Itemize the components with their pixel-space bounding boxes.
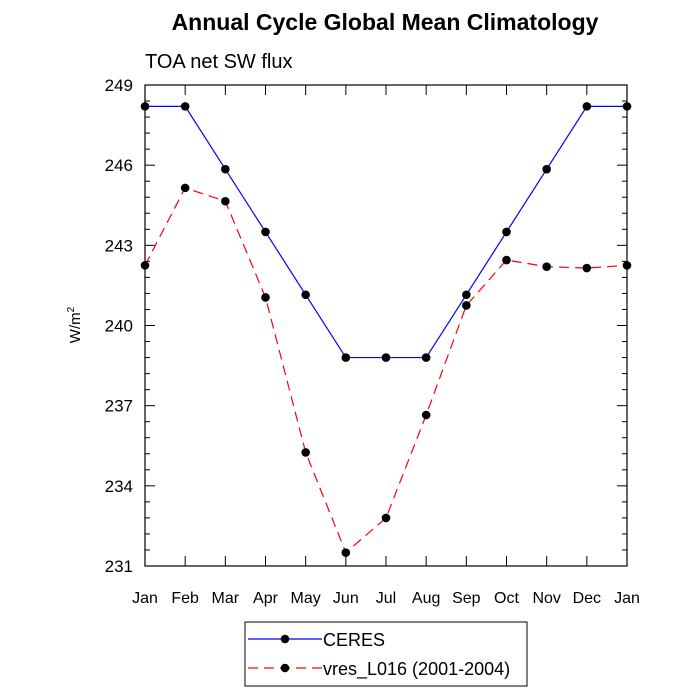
data-point-ceres <box>261 227 270 237</box>
data-point-vres-l016 <box>502 255 511 265</box>
data-point-ceres <box>502 227 511 237</box>
x-tick-label: Jun <box>333 590 359 607</box>
x-tick-label: Apr <box>253 590 279 607</box>
data-point-vres-l016 <box>582 263 592 273</box>
data-point-ceres <box>140 102 150 111</box>
data-point-vres-l016 <box>140 261 150 270</box>
plot-area: 231 234 237 240 243 246 249 Jan Feb Mar Apr May Jun J… <box>105 76 640 607</box>
y-tick-label: 249 <box>105 76 133 95</box>
data-point-ceres <box>542 164 551 174</box>
x-tick-label: May <box>291 590 321 607</box>
data-point-vres-l016 <box>261 293 270 302</box>
x-tick-label: Nov <box>532 590 560 607</box>
series-line-ceres <box>145 105 627 359</box>
y-tick-label: 234 <box>105 477 133 496</box>
data-point-vres-l016 <box>542 262 551 272</box>
data-point-ceres <box>421 353 431 362</box>
data-point-vres-l016 <box>341 548 351 557</box>
data-point-vres-l016 <box>421 410 431 420</box>
data-point-vres-l016 <box>462 301 471 310</box>
data-point-ceres <box>462 290 471 300</box>
data-point-vres-l016 <box>221 196 230 206</box>
x-tick-label: Feb <box>171 590 199 607</box>
legend: CERES vres_L016 (2001-2004) <box>244 621 528 687</box>
legend-label-ceres: CERES <box>323 630 385 650</box>
y-tick-label: 246 <box>105 156 133 175</box>
legend-label-vres-l016: vres_L016 (2001-2004) <box>323 659 510 680</box>
legend-box <box>244 621 528 687</box>
y-axis-label-superscript: 2 <box>66 306 77 312</box>
legend-marker-ceres <box>280 634 290 644</box>
data-point-vres-l016 <box>180 183 190 193</box>
y-tick-label: 231 <box>105 557 133 576</box>
data-point-ceres <box>381 353 391 362</box>
y-tick-label: 243 <box>105 236 133 255</box>
x-tick-label: Jan <box>132 590 158 607</box>
x-tick-label: Oct <box>494 590 519 607</box>
y-tick-label: 237 <box>105 397 133 416</box>
x-tick-label: Jul <box>376 590 396 607</box>
y-axis-label: W/m2 <box>66 306 84 343</box>
data-point-vres-l016 <box>622 261 632 270</box>
y-axis-label-unit: W/m <box>67 312 84 343</box>
data-point-ceres <box>622 102 632 111</box>
series-line-vres-l016 <box>144 187 628 554</box>
x-tick-label: Sep <box>452 590 481 607</box>
data-point-ceres <box>301 290 310 300</box>
x-tick-label: Dec <box>573 590 601 607</box>
data-point-vres-l016 <box>301 448 310 457</box>
chart-subtitle: TOA net SW flux <box>145 51 292 73</box>
data-point-ceres <box>341 353 351 362</box>
y-tick-label: 240 <box>105 317 133 336</box>
data-point-ceres <box>582 102 592 111</box>
x-tick-label: Jan <box>614 590 640 607</box>
chart-title: Annual Cycle Global Mean Climatology <box>172 9 599 35</box>
legend-marker-vres-l016 <box>280 663 290 673</box>
data-point-ceres <box>221 164 230 174</box>
data-point-vres-l016 <box>381 513 391 523</box>
data-point-ceres <box>180 102 190 111</box>
x-tick-label: Mar <box>212 590 240 607</box>
x-tick-label: Aug <box>412 590 440 607</box>
